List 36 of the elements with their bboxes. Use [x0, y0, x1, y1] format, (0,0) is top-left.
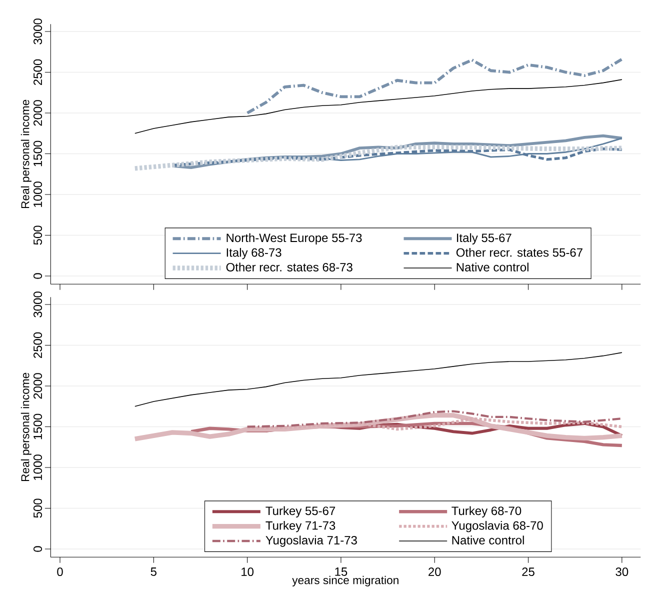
y-tick-label: 1500: [34, 140, 42, 166]
y-tick-label: 3000: [34, 292, 42, 318]
y-tick-label: 1500: [34, 414, 42, 440]
legend-label: Italy 55-67: [456, 233, 512, 244]
x-tick-label: 20: [428, 568, 441, 576]
legend-label: Yugoslavia 68-70: [452, 520, 543, 532]
legend-label: Other recr. states 55-67: [456, 248, 582, 257]
x-tick-label: 0: [57, 568, 63, 576]
y-tick-label: 0: [34, 273, 42, 279]
y-tick-label: 2000: [34, 373, 42, 399]
x-tick-label: 10: [242, 568, 254, 576]
legend-label: North-West Europe 55-73: [226, 233, 362, 244]
legend-label: Yugoslavia 71-73: [266, 536, 357, 547]
y-tick-label: 2000: [34, 100, 42, 126]
y-axis-title: Real personal income: [20, 372, 32, 482]
y-tick-label: 2500: [34, 59, 42, 85]
x-tick-label: 25: [522, 568, 534, 576]
legend-label: Native control: [452, 536, 524, 544]
y-tick-label: 3000: [34, 18, 42, 44]
legend-label: Other recr. states 68-73: [226, 262, 352, 272]
y-tick-label: 1000: [34, 182, 42, 207]
y-tick-label: 0: [34, 546, 42, 552]
y-tick-label: 500: [34, 226, 42, 245]
y-axis-title: Real personal income: [20, 100, 32, 208]
x-axis-title: years since migration: [292, 576, 398, 586]
legend-label: Turkey 55-67: [266, 506, 336, 518]
legend-label: Turkey 68-70: [452, 506, 522, 518]
legend-label: Native control: [456, 262, 528, 272]
x-tick-label: 15: [335, 568, 348, 576]
x-tick-label: 30: [616, 568, 628, 576]
x-tick-label: 5: [150, 568, 156, 576]
y-tick-label: 1000: [34, 454, 42, 480]
y-tick-label: 500: [34, 498, 42, 518]
y-tick-label: 2500: [34, 332, 42, 358]
legend-label: Turkey 71-73: [266, 520, 336, 532]
legend-label: Italy 68-73: [226, 248, 282, 260]
